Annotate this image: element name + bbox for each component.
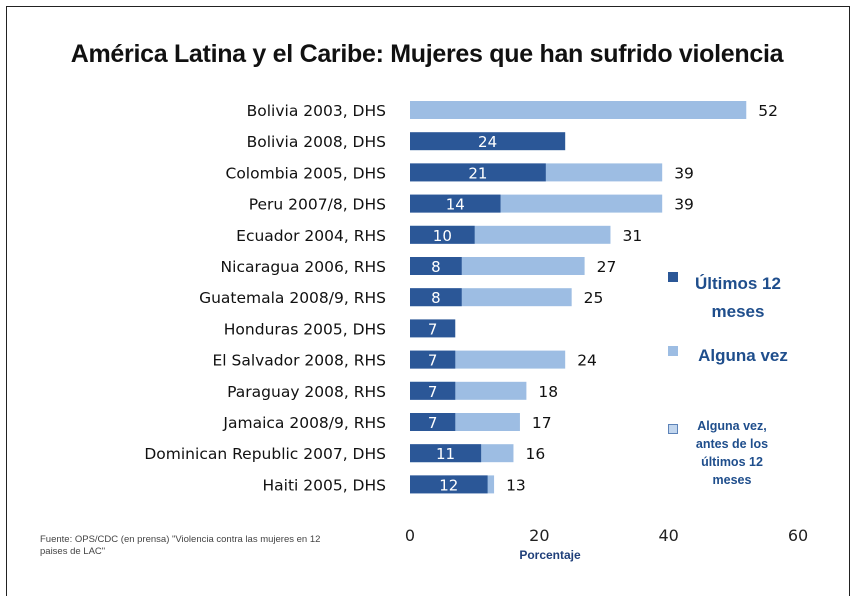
- data-label-ultimos: 10: [433, 227, 452, 245]
- category-label: Colombia 2005, DHS: [226, 164, 387, 182]
- chart-frame: [6, 6, 850, 596]
- data-label-ultimos: 21: [468, 164, 487, 182]
- data-label-alguna-vez: 13: [506, 476, 526, 494]
- data-label-alguna-vez: 31: [622, 227, 642, 245]
- legend-label-antes: Alguna vez, antes de los últimos 12 mese…: [695, 419, 769, 487]
- x-tick-label: 40: [658, 526, 678, 545]
- data-label-alguna-vez: 25: [584, 289, 604, 307]
- category-label: Bolivia 2003, DHS: [247, 102, 386, 120]
- category-label: Bolivia 2008, DHS: [247, 133, 386, 151]
- data-label-alguna-vez: 16: [525, 445, 545, 463]
- category-label: El Salvador 2008, RHS: [212, 352, 386, 370]
- data-label-ultimos: 7: [428, 320, 438, 338]
- bar-ultimos: [410, 475, 488, 494]
- legend-swatch-ultimos: [668, 272, 678, 282]
- legend-swatch-antes: [668, 424, 678, 434]
- bar-ultimos: [410, 413, 456, 431]
- x-tick-label: 20: [529, 526, 549, 545]
- bar-ultimos: [410, 381, 456, 400]
- bar-ultimos: [410, 194, 501, 213]
- data-label-ultimos: 7: [428, 352, 438, 370]
- data-label-alguna-vez: 39: [674, 164, 694, 182]
- category-label: Honduras 2005, DHS: [224, 320, 386, 338]
- category-label: Peru 2007/8, DHS: [249, 196, 386, 214]
- data-label-alguna-vez: 24: [577, 352, 597, 370]
- bar-ultimos: [410, 163, 546, 182]
- category-label: Dominican Republic 2007, DHS: [144, 445, 386, 463]
- category-label: Ecuador 2004, RHS: [236, 227, 386, 245]
- data-label-ultimos: 7: [428, 383, 438, 401]
- data-label-alguna-vez: 39: [674, 196, 694, 214]
- legend-label-ultimos: Últimos 12 meses: [695, 274, 781, 321]
- chart-title: América Latina y el Caribe: Mujeres que …: [70, 40, 784, 68]
- source-note: Fuente: OPS/CDC (en prensa) "Violencia c…: [40, 534, 321, 557]
- data-label-alguna-vez: 52: [758, 102, 778, 120]
- bar-ultimos: [410, 350, 456, 369]
- data-label-ultimos: 8: [431, 289, 441, 307]
- data-label-alguna-vez: 17: [532, 414, 552, 432]
- data-label-ultimos: 12: [439, 476, 458, 494]
- bar-alguna-vez: [410, 101, 747, 119]
- x-tick-label: 60: [788, 526, 808, 545]
- bar-ultimos: [410, 288, 462, 307]
- category-label: Nicaragua 2006, RHS: [221, 258, 386, 276]
- data-label-alguna-vez: 18: [538, 383, 558, 401]
- data-label-ultimos: 14: [446, 196, 465, 214]
- bar-ultimos: [410, 225, 475, 244]
- category-label: Jamaica 2008/9, RHS: [222, 414, 386, 432]
- legend-swatch-alguna-vez: [668, 346, 678, 356]
- bar-ultimos: [410, 257, 462, 275]
- bar-ultimos: [410, 319, 456, 338]
- data-label-ultimos: 8: [431, 258, 441, 276]
- data-label-alguna-vez: 27: [597, 258, 617, 276]
- data-label-ultimos: 24: [478, 133, 497, 151]
- data-label-ultimos: 7: [428, 414, 438, 432]
- bar-ultimos: [410, 132, 566, 151]
- legend-label-alguna-vez: Alguna vez: [698, 346, 788, 365]
- x-tick-label: 0: [405, 526, 415, 545]
- x-axis-label: Porcentaje: [519, 548, 581, 562]
- category-label: Haiti 2005, DHS: [262, 476, 386, 494]
- category-label: Guatemala 2008/9, RHS: [199, 289, 386, 307]
- category-label: Paraguay 2008, RHS: [227, 383, 386, 401]
- data-label-ultimos: 11: [436, 445, 455, 463]
- bar-ultimos: [410, 444, 482, 463]
